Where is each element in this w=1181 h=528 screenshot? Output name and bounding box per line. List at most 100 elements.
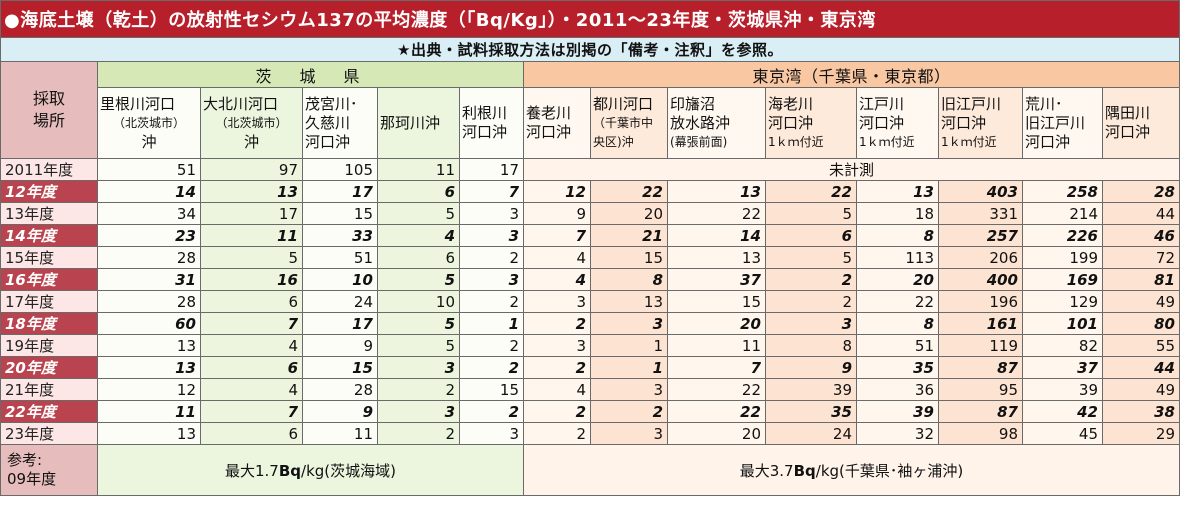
column-header-line: 隅田川: [1105, 104, 1151, 122]
value-cell: 20: [667, 422, 766, 445]
value-cell: 214: [1022, 202, 1103, 225]
value-cell: 226: [1022, 224, 1103, 247]
value-cell: 87: [938, 400, 1023, 423]
value-cell: 37: [1022, 356, 1103, 379]
value-cell: 44: [1102, 356, 1180, 379]
value-cell: 4: [523, 246, 591, 269]
group-header-row: 採取 場所茨 城 県東京湾（千葉県・東京都）: [0, 61, 1180, 159]
year-label: 23年度: [0, 422, 98, 445]
value-cell: 4: [523, 268, 591, 291]
value-cell: 3: [459, 422, 524, 445]
value-cell: 22: [590, 180, 668, 203]
column-header-line: 里根川河口: [100, 94, 176, 113]
reference-label-line: 参考:: [7, 451, 43, 469]
year-label: 22年度: [0, 400, 98, 423]
value-cell: 2: [459, 246, 524, 269]
table-row: 17年度 28 6 24 10 2 3 13 15 2 22 196 129 49: [0, 290, 1180, 313]
value-cell: 2: [523, 356, 591, 379]
value-cell: 3: [459, 224, 524, 247]
value-cell: 5: [377, 268, 460, 291]
value-cell: 13: [97, 422, 201, 445]
column-header-line: 放水路沖: [670, 113, 731, 132]
value-cell: 24: [302, 290, 378, 313]
value-cell: 12: [523, 180, 591, 203]
year-label: 21年度: [0, 378, 98, 401]
value-cell: 8: [765, 334, 857, 357]
table-row: 16年度 31 16 10 5 3 4 8 37 2 20 400 169 81: [0, 268, 1180, 291]
value-cell: 29: [1102, 422, 1180, 445]
value-cell: 31: [97, 268, 201, 291]
value-cell: 2: [459, 356, 524, 379]
value-cell: 33: [302, 224, 378, 247]
column-header-4: 那珂川沖: [377, 87, 460, 159]
year-label: 19年度: [0, 334, 98, 357]
value-cell: 13: [667, 180, 766, 203]
value-cell: 22: [667, 202, 766, 225]
column-header-line: 那珂川沖: [380, 113, 441, 132]
value-cell: 3: [765, 312, 857, 335]
column-header-7: 都川河口 （千葉市中 央区)沖: [590, 87, 668, 159]
value-cell: 3: [523, 290, 591, 313]
value-cell: 20: [856, 268, 939, 291]
group-tokyo-bay: 東京湾（千葉県・東京都）: [523, 61, 1180, 88]
value-cell: 6: [200, 356, 303, 379]
value-cell: 72: [1102, 246, 1180, 269]
value-cell: 8: [856, 312, 939, 335]
column-header-line: （北茨城市）: [112, 115, 185, 130]
value-cell: 23: [97, 224, 201, 247]
value-cell: 28: [1102, 180, 1180, 203]
value-cell: 206: [938, 246, 1023, 269]
value-cell: 1: [590, 356, 668, 379]
value-cell: 35: [765, 400, 857, 423]
value-cell: 20: [667, 312, 766, 335]
column-header-13: 隅田川 河口沖: [1102, 87, 1180, 159]
value-cell: 5: [200, 246, 303, 269]
column-header-line: 河口沖: [305, 132, 351, 151]
table-row: 13年度 34 17 15 5 3 9 20 22 5 18 331 214 44: [0, 202, 1180, 225]
value-cell: 5: [765, 202, 857, 225]
value-cell: 22: [667, 378, 766, 401]
value-cell: 5: [765, 246, 857, 269]
value-cell: 2: [523, 422, 591, 445]
value-cell: 6: [377, 246, 460, 269]
value-cell: 22: [667, 400, 766, 423]
value-cell: 28: [302, 378, 378, 401]
column-header-10: 江戸川 河口沖 1ｋｍ付近: [856, 87, 939, 159]
reference-max: 最大3.7: [739, 461, 794, 480]
column-header-12: 荒川･ 旧江戸川 河口沖: [1022, 87, 1103, 159]
value-cell: 15: [667, 290, 766, 313]
value-cell: 15: [302, 356, 378, 379]
year-label: 18年度: [0, 312, 98, 335]
column-header-line: 利根川: [462, 104, 508, 122]
year-label: 2011年度: [0, 158, 98, 181]
column-header-row: 里根川河口 （北茨城市）沖大北川河口 （北茨城市）沖茂宮川･ 久慈川 河口沖 那珂川沖 利根…: [1, 87, 1180, 159]
value-cell: 24: [765, 422, 857, 445]
value-cell: 3: [377, 400, 460, 423]
reference-max: 最大1.7: [225, 461, 279, 480]
value-cell: 2: [765, 268, 857, 291]
unmeasured-note: 未計測: [523, 158, 1180, 181]
value-cell: 2: [765, 290, 857, 313]
value-cell: 2: [459, 334, 524, 357]
value-cell: 105: [302, 158, 378, 181]
value-cell: 196: [938, 290, 1023, 313]
value-cell: 39: [765, 378, 857, 401]
year-label: 17年度: [0, 290, 98, 313]
value-cell: 5: [377, 312, 460, 335]
column-header-line: 海老川: [768, 94, 814, 113]
column-header-5: 利根川 河口沖: [459, 87, 524, 159]
value-cell: 2: [590, 400, 668, 423]
value-cell: 98: [938, 422, 1023, 445]
value-cell: 6: [200, 290, 303, 313]
value-cell: 169: [1022, 268, 1103, 291]
value-cell: 80: [1102, 312, 1180, 335]
year-label: 14年度: [0, 224, 98, 247]
value-cell: 11: [302, 422, 378, 445]
column-header-1: 里根川河口 （北茨城市） 沖: [97, 87, 201, 159]
column-header-line: (幕張前面): [670, 134, 728, 149]
column-header-11: 旧江戸川 河口沖 1ｋｍ付近: [938, 87, 1023, 159]
column-header-line: 央区)沖: [593, 134, 634, 149]
value-cell: 34: [97, 202, 201, 225]
value-cell: 17: [459, 158, 524, 181]
column-header-line: 河口沖: [859, 113, 905, 132]
